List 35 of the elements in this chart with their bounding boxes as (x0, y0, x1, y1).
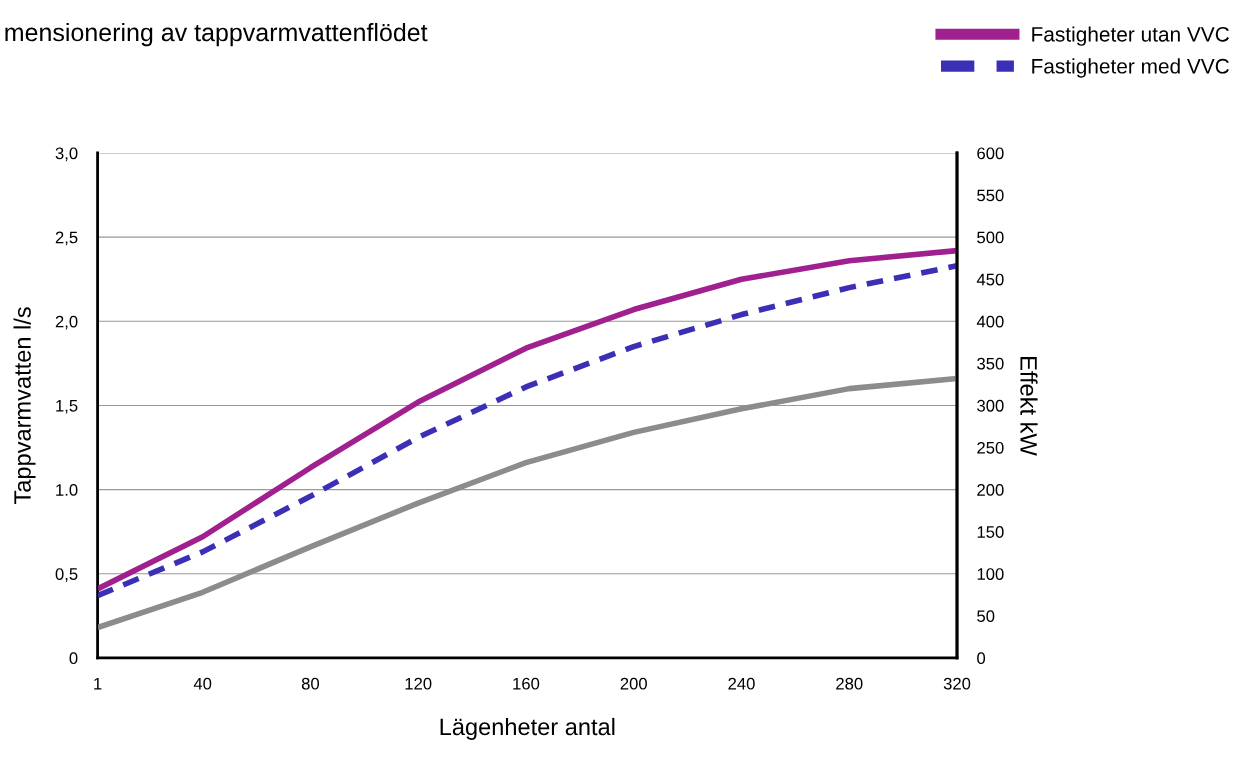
y2-tick-label: 550 (977, 189, 1004, 202)
y2-tick-label: 250 (977, 441, 1004, 454)
y2-tick-label: 200 (977, 484, 1004, 496)
y2-tick-label: 300 (977, 399, 1004, 412)
y-tick-label: 2,5 (55, 231, 78, 246)
y-tick-label: 0,5 (55, 568, 78, 582)
y2-axis-title: Effekt kW (1020, 357, 1038, 456)
x-tick-label: 1 (94, 677, 102, 690)
x-tick-label: 80 (301, 677, 320, 690)
y2-tick-label: 400 (976, 315, 1004, 328)
legend-label: Fastigheter utan VVC (1032, 26, 1229, 46)
chart-title: mensionering av tappvarmvattenflödet (5, 22, 428, 47)
y-tick-label: 1.0 (56, 484, 78, 496)
legend-label: Fastigheter med VVC (1032, 58, 1229, 78)
x-tick-label: 120 (405, 677, 432, 690)
x-tick-label: 200 (620, 677, 647, 690)
y2-tick-label: 600 (977, 147, 1004, 160)
y2-tick-label: 50 (977, 610, 995, 623)
x-axis-title: Lägenheter antal (440, 717, 615, 740)
y-tick-label: 0 (69, 652, 78, 665)
x-tick-label: 240 (728, 677, 755, 690)
y-axis-title: Tappvarmvatten l/s (13, 307, 36, 504)
x-tick-label: 280 (836, 677, 863, 690)
y2-tick-label: 450 (976, 273, 1004, 286)
x-tick-label: 160 (513, 677, 540, 690)
y2-tick-label: 0 (977, 652, 986, 665)
y2-tick-label: 500 (977, 231, 1004, 244)
x-tick-label: 320 (943, 677, 971, 690)
x-tick-label: 40 (193, 677, 212, 690)
y2-tick-label: 100 (977, 568, 1004, 580)
y2-tick-label: 350 (977, 357, 1004, 370)
y2-tick-label: 150 (977, 526, 1004, 538)
y-tick-label: 2,0 (55, 315, 78, 330)
y-tick-label: 1,5 (56, 400, 78, 414)
y-tick-label: 3,0 (55, 147, 78, 162)
